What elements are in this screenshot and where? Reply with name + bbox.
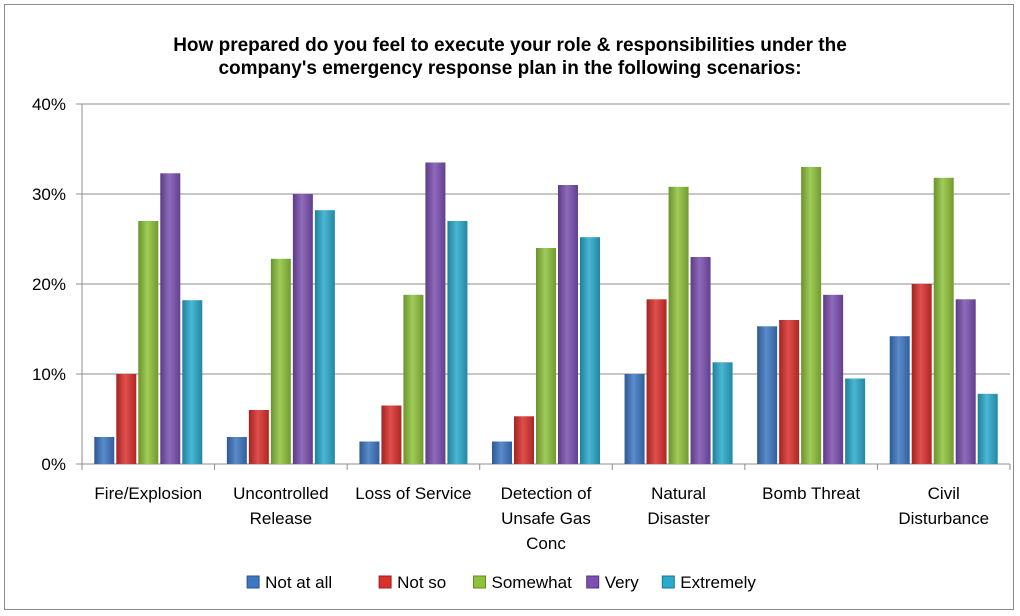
y-tick-label: 30% bbox=[32, 185, 66, 204]
legend-swatch bbox=[661, 575, 675, 589]
bar bbox=[226, 437, 247, 464]
bar bbox=[955, 299, 976, 464]
bar bbox=[116, 374, 137, 464]
bar bbox=[889, 336, 910, 464]
legend-label: Not at all bbox=[265, 573, 332, 592]
bar bbox=[182, 300, 203, 464]
bar bbox=[845, 378, 866, 464]
x-category-label: Natural bbox=[651, 484, 706, 503]
bar bbox=[492, 441, 512, 464]
bar bbox=[558, 185, 578, 464]
bar bbox=[359, 441, 380, 464]
y-tick-label: 0% bbox=[41, 455, 66, 474]
x-category-label: Unsafe Gas bbox=[501, 509, 591, 528]
legend-label: Somewhat bbox=[492, 573, 573, 592]
bar bbox=[712, 362, 733, 464]
bar bbox=[94, 437, 115, 464]
y-tick-label: 10% bbox=[32, 365, 66, 384]
chart-title-line-1: How prepared do you feel to execute your… bbox=[173, 35, 847, 56]
bar bbox=[977, 393, 998, 464]
bar bbox=[933, 177, 954, 465]
y-tick-label: 20% bbox=[32, 275, 66, 294]
bar bbox=[779, 320, 800, 464]
legend-label: Very bbox=[605, 573, 640, 592]
bar bbox=[514, 416, 534, 464]
x-category-label: Release bbox=[250, 509, 312, 528]
legend-swatch bbox=[246, 575, 260, 589]
bar bbox=[668, 186, 689, 465]
bar bbox=[646, 299, 667, 464]
bar bbox=[270, 258, 291, 464]
bar bbox=[138, 221, 159, 464]
bar bbox=[292, 194, 313, 464]
bar bbox=[757, 326, 778, 464]
bar bbox=[624, 374, 645, 464]
bar bbox=[801, 167, 822, 464]
bar bbox=[823, 294, 844, 464]
x-category-label: Loss of Service bbox=[355, 484, 471, 503]
chart-title: How prepared do you feel to execute your… bbox=[0, 34, 1020, 80]
legend-swatch bbox=[473, 575, 486, 589]
y-tick-label: 40% bbox=[32, 95, 66, 114]
x-category-label: Conc bbox=[526, 534, 566, 553]
legend-swatch bbox=[586, 575, 600, 589]
bar bbox=[580, 237, 600, 464]
x-category-label: Uncontrolled bbox=[233, 484, 328, 503]
bar bbox=[381, 405, 402, 464]
bar bbox=[248, 410, 269, 464]
legend-label: Not so bbox=[397, 573, 446, 592]
x-category-label: Bomb Threat bbox=[762, 484, 860, 503]
x-category-label: Civil bbox=[928, 484, 960, 503]
legend-label: Extremely bbox=[680, 573, 756, 592]
bar bbox=[160, 173, 181, 465]
x-category-label: Disturbance bbox=[898, 509, 989, 528]
x-category-label: Disaster bbox=[647, 509, 710, 528]
bar bbox=[403, 294, 424, 464]
bar bbox=[425, 162, 446, 464]
bar bbox=[314, 210, 335, 464]
bar bbox=[911, 284, 932, 464]
x-category-label: Fire/Explosion bbox=[94, 484, 202, 503]
x-category-label: Detection of bbox=[501, 484, 592, 503]
bar bbox=[447, 221, 468, 464]
chart-title-line-2: company's emergency response plan in the… bbox=[218, 58, 802, 79]
bar bbox=[536, 248, 556, 464]
bar bbox=[690, 257, 711, 464]
legend-swatch bbox=[378, 575, 392, 589]
